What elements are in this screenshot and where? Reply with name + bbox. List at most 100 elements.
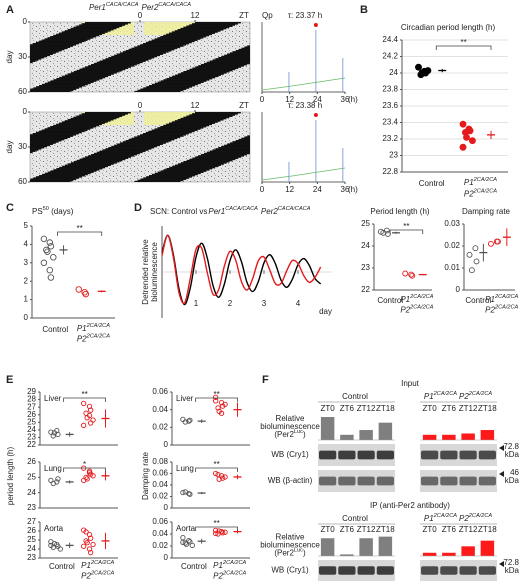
data-point [46, 239, 54, 246]
activity-bout [59, 76, 106, 79]
activity-bout [53, 34, 100, 37]
activity-bout [117, 53, 163, 55]
data-point [81, 422, 87, 428]
data-point [187, 417, 193, 423]
y-tick-label: 0.08 [152, 457, 168, 466]
y-tick-label: 0.02 [152, 492, 168, 501]
superscript: CACA/CACA [158, 2, 191, 8]
activity-bout [41, 83, 88, 86]
activity-bout [65, 164, 111, 166]
y-tick-label: 0 [164, 503, 169, 512]
data-point [213, 530, 219, 537]
data-point [380, 229, 387, 236]
y-axis-label: day [5, 51, 14, 64]
x-tick-label: 1 [194, 299, 199, 308]
activity-bout [67, 73, 114, 75]
activity-bout [137, 45, 184, 47]
activity-bout [0, 114, 15, 115]
y-tick-label: 0.04 [152, 480, 168, 489]
bar [359, 538, 373, 556]
text-part: P2 [77, 335, 87, 344]
periodogram-ylabel: Qp [262, 11, 273, 20]
activity-bout [33, 43, 79, 45]
data-point [180, 534, 186, 541]
data-point [48, 429, 54, 435]
y-tick-label: 22 [361, 285, 370, 294]
genotype-label: P22CA/2CA [400, 305, 433, 315]
data-point [90, 417, 96, 423]
activity-bout [140, 178, 187, 180]
x-tick-label: 4 [296, 299, 301, 308]
activity-bout [224, 144, 250, 147]
y-tick-label: 23 [27, 553, 36, 562]
blot-band [421, 450, 439, 460]
y-tick-label: 24 [389, 68, 398, 77]
significance: ** [77, 224, 83, 233]
activity-bout [256, 42, 302, 43]
data-point [182, 540, 188, 546]
activity-bout [215, 58, 250, 60]
x-unit: ZT [239, 101, 249, 110]
activity-bout [85, 156, 132, 158]
data-point [494, 238, 501, 245]
activity-bout [76, 159, 123, 162]
blot [318, 470, 395, 492]
data-line [161, 234, 322, 304]
activity-bout [221, 145, 250, 148]
significance: ** [213, 460, 219, 469]
activity-bout [96, 61, 143, 64]
data-point [47, 242, 55, 250]
activity-bout [67, 119, 114, 121]
activity-bout [73, 161, 120, 163]
y-tick-label: 0.02 [152, 541, 168, 550]
data-point [463, 133, 470, 141]
significance: ** [81, 390, 87, 399]
data-point [86, 546, 93, 552]
data-point [50, 433, 56, 439]
superscript: 2CA/2CA [90, 560, 115, 566]
activity-bout [30, 178, 77, 180]
x-tick-label: 36 [341, 95, 350, 104]
y-axis-label: day [5, 141, 14, 154]
size-unit: kDa [505, 566, 520, 575]
activity-bout [30, 50, 62, 52]
activity-bout [38, 130, 85, 133]
y-tick-label: 25 [361, 219, 370, 228]
activity-bout [163, 79, 210, 81]
bar [461, 433, 475, 440]
activity-bout [102, 149, 149, 151]
text-part: Per2 [142, 3, 159, 12]
y-tick-label: 0 [456, 285, 461, 294]
x-tick-label: 3 [262, 299, 267, 308]
genotype-label: P12CA/2CA [81, 560, 114, 570]
activity-bout [59, 166, 106, 169]
activity-bout [174, 120, 221, 122]
activity-bout [0, 22, 21, 23]
activity-bout [0, 165, 1, 166]
group-label: Control [181, 562, 207, 571]
activity-bout [143, 43, 189, 45]
y-tick-label: 60 [18, 177, 27, 186]
activity-bout [282, 31, 328, 32]
activity-bout [299, 114, 345, 115]
activity-bout [262, 130, 308, 131]
activity-bout [143, 133, 189, 135]
text-part: ) [303, 549, 306, 558]
genotype-title: Per1CACA/CACA Per2CACA/CACA [208, 206, 310, 216]
activity-bout [180, 162, 227, 164]
activity-bout [93, 152, 140, 155]
text-part: (days) [49, 207, 74, 216]
data-point [189, 542, 195, 549]
activity-bout [209, 150, 250, 152]
activity-bout [82, 23, 128, 25]
activity-bout [44, 128, 91, 130]
activity-bout [305, 112, 351, 113]
superscript: 2CA/2CA [409, 305, 434, 311]
activity-bout [183, 116, 230, 119]
activity-bout [93, 62, 140, 65]
category-label: ZT0 [321, 525, 336, 534]
activity-bout [299, 24, 345, 25]
activity-bout [270, 36, 316, 37]
activity-bout [0, 24, 15, 25]
data-point [51, 430, 58, 436]
